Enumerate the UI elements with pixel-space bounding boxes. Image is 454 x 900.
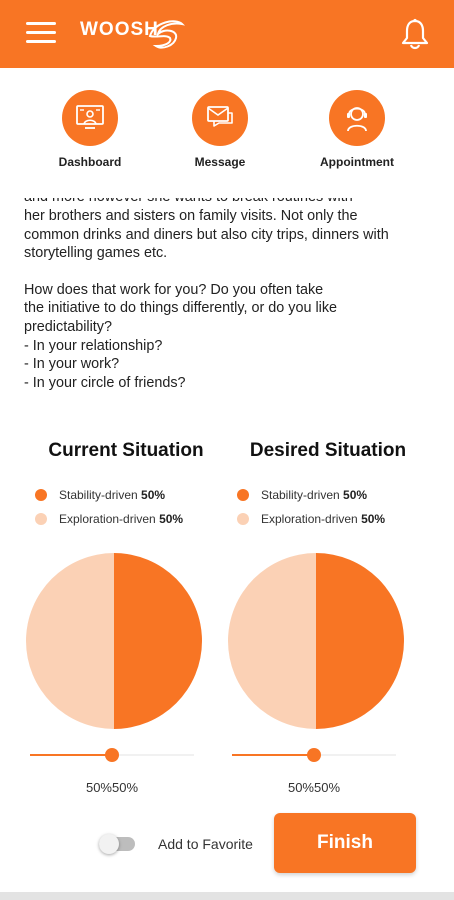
legend-dot-icon	[237, 489, 249, 501]
chart-legend: Stability-driven 50% Exploration-driven …	[228, 487, 428, 535]
pie-slice-exploration-driven	[228, 553, 316, 729]
nav-message-label: Message	[194, 155, 246, 169]
slider-fill	[30, 754, 112, 756]
brand-logo: WOOSH	[80, 18, 186, 52]
slider-thumb[interactable]	[105, 748, 119, 762]
cutoff-text-line: and more however she wants to break rout…	[24, 198, 434, 207]
legend-value: 50%	[141, 488, 166, 502]
text-line: - In your relationship?	[24, 337, 163, 354]
panel-title: Desired Situation	[249, 440, 407, 461]
percent-readout: 50%50%	[85, 780, 139, 795]
favorite-toggle[interactable]	[99, 834, 135, 854]
finish-button[interactable]: Finish	[274, 813, 416, 873]
percent-readout: 50%50%	[287, 780, 341, 795]
text-line: - In your work?	[24, 356, 120, 373]
legend-value: 50%	[159, 512, 184, 526]
legend-item-exploration: Exploration-driven 50%	[228, 511, 428, 535]
pie-slice-stability-driven	[316, 553, 404, 729]
dashboard-icon	[62, 90, 118, 146]
quick-nav: Dashboard Message Appointment	[0, 68, 454, 178]
nav-appointment-label: Appointment	[320, 155, 394, 169]
text-line: How does that work for you? Do you often…	[24, 281, 324, 298]
legend-value: 50%	[361, 512, 386, 526]
toggle-knob	[99, 834, 119, 854]
legend-dot-icon	[35, 513, 47, 525]
message-icon	[192, 90, 248, 146]
text-line: her brothers and sisters on family visit…	[24, 208, 358, 224]
current-situation-panel: Current Situation Stability-driven 50% E…	[26, 440, 226, 795]
text-line: common drinks and diners but also city t…	[24, 226, 389, 243]
nav-appointment[interactable]: Appointment	[297, 90, 417, 169]
pie-slice-exploration-driven	[26, 553, 114, 729]
nav-message[interactable]: Message	[160, 90, 280, 169]
appointment-icon	[329, 90, 385, 146]
text-line: - In your circle of friends?	[24, 374, 186, 391]
nav-dashboard[interactable]: Dashboard	[30, 90, 150, 169]
text-line: storytelling games etc.	[24, 245, 168, 262]
top-app-bar: WOOSH	[0, 0, 454, 68]
legend-value: 50%	[343, 488, 368, 502]
hamburger-menu-icon[interactable]	[26, 22, 56, 46]
legend-item-exploration: Exploration-driven 50%	[26, 511, 226, 535]
nav-dashboard-label: Dashboard	[58, 155, 122, 169]
legend-item-stability: Stability-driven 50%	[26, 487, 226, 511]
text-line: the initiative to do things differently,…	[24, 300, 338, 317]
legend-label: Exploration-driven	[261, 512, 358, 526]
pie-slice-stability-driven	[114, 553, 202, 729]
panel-title: Current Situation	[48, 440, 204, 461]
legend-label: Stability-driven	[59, 488, 138, 502]
desired-situation-panel: Desired Situation Stability-driven 50% E…	[228, 440, 428, 795]
chart-legend: Stability-driven 50% Exploration-driven …	[26, 487, 226, 535]
legend-dot-icon	[237, 513, 249, 525]
legend-item-stability: Stability-driven 50%	[228, 487, 428, 511]
legend-label: Exploration-driven	[59, 512, 156, 526]
scenario-text: and more however she wants to break rout…	[24, 198, 434, 392]
text-line: predictability?	[24, 318, 112, 335]
legend-dot-icon	[35, 489, 47, 501]
desired-situation-pie-chart	[228, 553, 404, 729]
favorite-label: Add to Favorite	[158, 836, 253, 852]
slider-thumb[interactable]	[307, 748, 321, 762]
slider-fill	[232, 754, 314, 756]
bell-icon[interactable]	[400, 18, 430, 50]
brand-name: WOOSH	[80, 19, 159, 40]
desired-situation-slider[interactable]	[232, 748, 396, 762]
current-situation-slider[interactable]	[30, 748, 194, 762]
legend-label: Stability-driven	[261, 488, 340, 502]
logo-swirl-icon	[148, 20, 186, 49]
bottom-edge	[0, 892, 454, 900]
current-situation-pie-chart	[26, 553, 202, 729]
